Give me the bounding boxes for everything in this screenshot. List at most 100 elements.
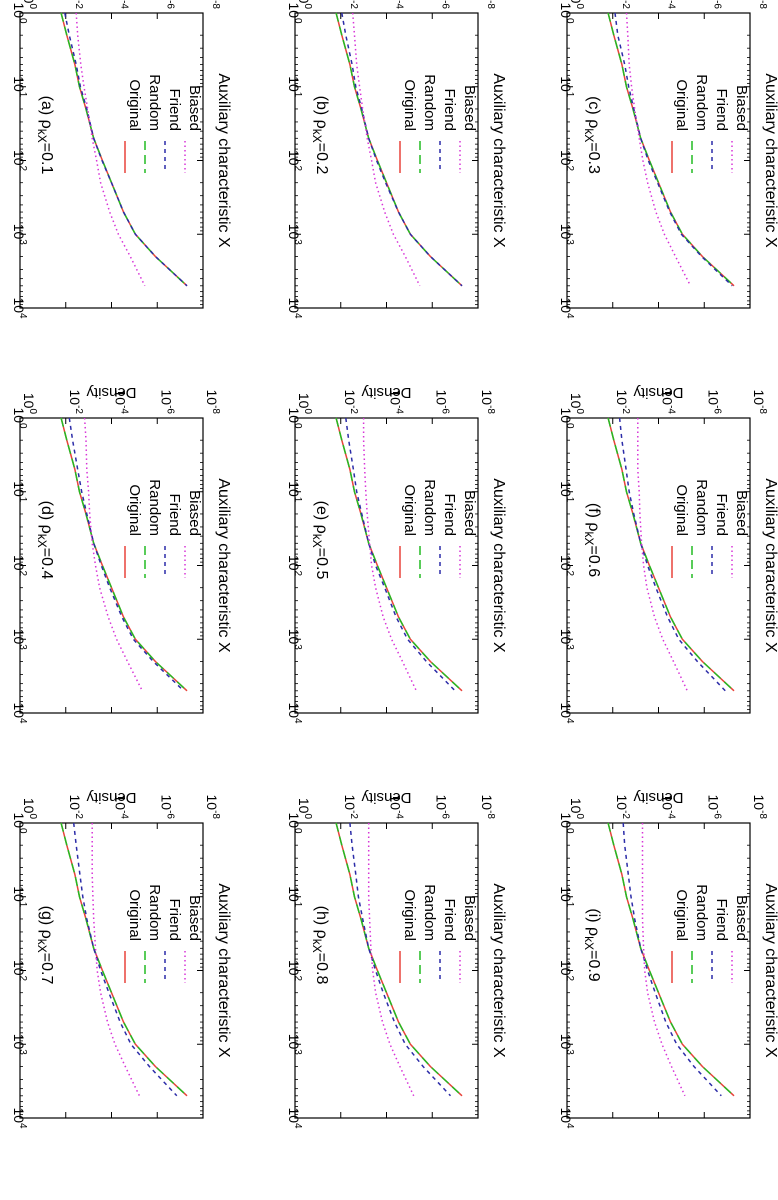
legend-label: Biased bbox=[186, 490, 203, 536]
panel-title: (a) ρkX=0.1 bbox=[35, 96, 55, 175]
y-tick-label: 10-6 bbox=[705, 390, 722, 415]
y-tick-label: 10-4 bbox=[388, 795, 405, 820]
series-line-friend bbox=[64, 12, 188, 287]
legend-label: Original bbox=[401, 79, 418, 131]
legend-label: Random bbox=[693, 479, 710, 536]
x-tick-label: 102 bbox=[286, 555, 303, 577]
legend-label: Original bbox=[401, 889, 418, 941]
x-tick-label: 103 bbox=[558, 1034, 575, 1056]
y-tick-label: 10-6 bbox=[705, 0, 722, 9]
y-tick-label: 10-6 bbox=[158, 0, 175, 9]
y-tick-label: 10-2 bbox=[67, 795, 84, 820]
y-tick-label: 100 bbox=[568, 393, 585, 415]
x-tick-label: 101 bbox=[558, 481, 575, 503]
series-line-biased bbox=[75, 12, 146, 287]
x-tick-label: 104 bbox=[11, 1107, 28, 1129]
x-tick-label: 103 bbox=[286, 224, 303, 246]
x-tick-label: 100 bbox=[286, 812, 303, 834]
y-tick-label: 10-2 bbox=[342, 795, 359, 820]
x-axis-label: Auxiliary characteristic X bbox=[490, 73, 507, 248]
chart-panel-f: 100 101 102 103 104 100 10-2 10-4 10-6 10-8 Auxili… bbox=[558, 384, 778, 724]
x-tick-label: 104 bbox=[286, 297, 303, 319]
y-tick-label: 10-8 bbox=[751, 0, 768, 9]
series-line-biased bbox=[367, 823, 415, 1097]
legend-label: Biased bbox=[186, 895, 203, 941]
legend-label: Biased bbox=[186, 85, 203, 131]
x-tick-label: 102 bbox=[11, 960, 28, 982]
x-tick-label: 101 bbox=[11, 886, 28, 908]
legend-label: Random bbox=[693, 884, 710, 941]
y-tick-label: 10-4 bbox=[388, 390, 405, 415]
x-tick-label: 104 bbox=[11, 702, 28, 724]
series-line-friend bbox=[68, 417, 185, 692]
chart-panel-h: 100 101 102 103 104 100 10-2 10-4 10-6 10-8 Auxili… bbox=[286, 789, 507, 1129]
y-tick-label: 10-6 bbox=[158, 795, 175, 820]
legend-label: Original bbox=[126, 484, 143, 536]
x-tick-label: 102 bbox=[286, 150, 303, 172]
series-line-friend bbox=[341, 12, 463, 287]
x-tick-label: 102 bbox=[286, 960, 303, 982]
y-axis-label: Density bbox=[633, 384, 684, 401]
legend-label: Biased bbox=[461, 85, 478, 131]
y-tick-label: 10-4 bbox=[113, 390, 130, 415]
series-line-biased bbox=[625, 12, 692, 287]
x-tick-label: 101 bbox=[558, 76, 575, 98]
series-line-biased bbox=[351, 12, 421, 287]
chart-panel-i: 100 101 102 103 104 100 10-2 10-4 10-6 10-8 Auxili… bbox=[558, 789, 778, 1129]
y-tick-label: 10-8 bbox=[751, 795, 768, 820]
y-axis-label: Density bbox=[361, 384, 412, 401]
x-tick-label: 103 bbox=[11, 224, 28, 246]
series-line-original bbox=[607, 12, 735, 287]
y-tick-label: 10-2 bbox=[614, 390, 631, 415]
legend-label: Random bbox=[693, 74, 710, 131]
x-axis-label: Auxiliary characteristic X bbox=[490, 478, 507, 653]
legend-label: Friend bbox=[713, 88, 730, 131]
x-tick-label: 100 bbox=[11, 812, 28, 834]
series-line-random bbox=[335, 822, 463, 1097]
series-line-original bbox=[335, 417, 463, 692]
legend-label: Random bbox=[421, 884, 438, 941]
y-tick-label: 100 bbox=[21, 798, 38, 820]
legend-label: Friend bbox=[441, 88, 458, 131]
panel-title: (f) ρkX=0.6 bbox=[582, 503, 602, 577]
legend-label: Biased bbox=[733, 85, 750, 131]
series-line-biased bbox=[91, 823, 141, 1097]
x-tick-label: 101 bbox=[11, 76, 28, 98]
y-tick-label: 10-4 bbox=[660, 0, 677, 9]
legend-label: Friend bbox=[441, 898, 458, 941]
x-tick-label: 101 bbox=[11, 481, 28, 503]
y-tick-label: 10-2 bbox=[67, 390, 84, 415]
x-tick-label: 100 bbox=[286, 2, 303, 24]
y-tick-label: 100 bbox=[568, 0, 585, 9]
x-tick-label: 103 bbox=[286, 629, 303, 651]
legend-label: Original bbox=[126, 79, 143, 131]
x-tick-label: 103 bbox=[558, 224, 575, 246]
y-axis-label: Density bbox=[361, 789, 412, 806]
x-tick-label: 102 bbox=[558, 960, 575, 982]
legend-label: Random bbox=[146, 479, 163, 536]
legend-label: Original bbox=[126, 889, 143, 941]
legend-label: Friend bbox=[166, 493, 183, 536]
y-tick-label: 10-2 bbox=[67, 0, 84, 9]
x-axis-label: Auxiliary characteristic X bbox=[490, 883, 507, 1058]
legend-label: Biased bbox=[733, 490, 750, 536]
y-tick-label: 100 bbox=[296, 798, 313, 820]
series-line-random bbox=[607, 822, 735, 1097]
legend-label: Original bbox=[673, 484, 690, 536]
legend-label: Biased bbox=[733, 895, 750, 941]
legend-label: Friend bbox=[166, 898, 183, 941]
y-tick-label: 100 bbox=[568, 798, 585, 820]
x-tick-label: 101 bbox=[558, 886, 575, 908]
chart-panel-g: 100 101 102 103 104 100 10-2 10-4 10-6 10-8 Auxili… bbox=[11, 789, 232, 1129]
series-line-random bbox=[60, 417, 188, 692]
series-line-biased bbox=[83, 417, 143, 692]
legend-label: Random bbox=[146, 884, 163, 941]
y-tick-label: 10-2 bbox=[342, 390, 359, 415]
x-tick-label: 103 bbox=[286, 1034, 303, 1056]
y-tick-label: 10-6 bbox=[433, 390, 450, 415]
series-line-random bbox=[607, 12, 735, 287]
x-tick-label: 103 bbox=[11, 629, 28, 651]
y-tick-label: 10-8 bbox=[751, 390, 768, 415]
y-tick-label: 10-8 bbox=[204, 390, 221, 415]
